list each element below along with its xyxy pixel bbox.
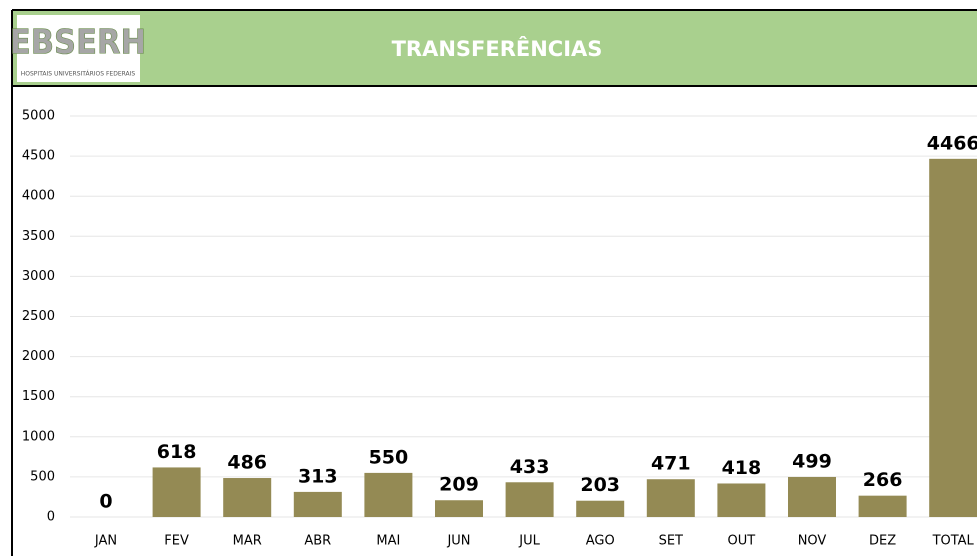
x-tick-label: JUL — [518, 534, 540, 549]
value-label: 618 — [157, 441, 197, 463]
x-tick-label: DEZ — [869, 534, 896, 549]
y-tick-label: 4000 — [22, 189, 55, 204]
y-tick-label: 2000 — [22, 349, 55, 364]
y-tick-label: 4500 — [22, 149, 55, 164]
bar — [858, 495, 907, 517]
logo-box — [17, 15, 140, 82]
bar — [576, 500, 625, 517]
value-label: 486 — [227, 452, 267, 474]
y-tick-label: 1000 — [22, 429, 55, 444]
x-tick-label: FEV — [164, 534, 189, 549]
x-tick-label: NOV — [798, 534, 827, 549]
y-tick-label: 5000 — [22, 109, 55, 124]
value-label: 433 — [510, 456, 550, 478]
header-band — [12, 10, 977, 86]
value-label: 4466 — [927, 132, 977, 154]
x-tick-label: TOTAL — [932, 534, 975, 549]
value-label: 499 — [792, 450, 832, 472]
x-tick-label: AGO — [586, 534, 615, 549]
bar — [152, 467, 201, 517]
x-tick-label: SET — [659, 534, 683, 549]
y-tick-label: 3000 — [22, 269, 55, 284]
y-tick-label: 3500 — [22, 229, 55, 244]
value-label: 266 — [863, 469, 903, 491]
value-label: 550 — [369, 446, 409, 468]
chart-title: TRANSFERÊNCIAS — [392, 36, 603, 61]
value-label: 471 — [651, 453, 691, 475]
bar — [364, 472, 413, 517]
bar — [293, 491, 342, 517]
y-tick-label: 2500 — [22, 309, 55, 324]
bar — [646, 479, 695, 517]
x-tick-label: JAN — [94, 534, 117, 549]
bar — [505, 482, 554, 517]
bar — [717, 483, 766, 517]
value-label: 418 — [722, 457, 762, 479]
logo-tagline: HOSPITAIS UNIVERSITÁRIOS FEDERAIS — [21, 71, 136, 78]
value-label: 0 — [99, 491, 112, 513]
y-tick-label: 0 — [47, 510, 55, 525]
value-label: 209 — [439, 474, 479, 496]
x-tick-label: MAR — [233, 534, 262, 549]
bar — [929, 158, 977, 518]
value-label: 203 — [580, 474, 620, 496]
x-tick-label: OUT — [728, 534, 756, 549]
x-tick-label: JUN — [446, 534, 470, 549]
y-tick-label: 500 — [30, 469, 55, 484]
x-tick-label: ABR — [304, 534, 331, 549]
bar — [223, 478, 272, 517]
logo-name: EBSERH — [10, 23, 146, 63]
y-tick-label: 1500 — [22, 389, 55, 404]
bar — [788, 476, 836, 517]
x-tick-label: MAI — [376, 534, 400, 549]
value-label: 313 — [298, 465, 338, 487]
bar — [435, 500, 483, 517]
